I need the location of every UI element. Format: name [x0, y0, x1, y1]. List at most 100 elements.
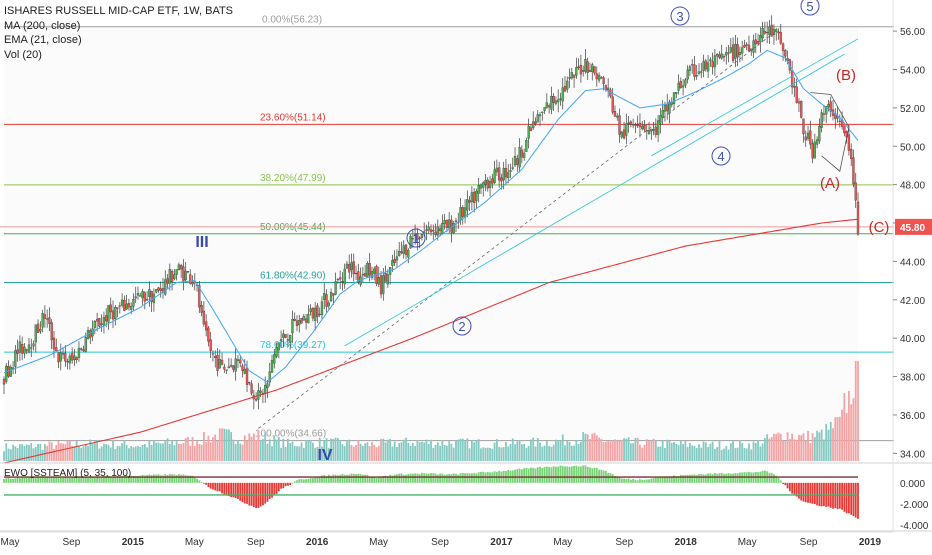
volume-bar	[798, 434, 800, 461]
legend-vol: Vol (20)	[4, 48, 42, 61]
candle-body	[352, 261, 355, 275]
candle-body	[354, 272, 358, 275]
volume-bar	[112, 440, 114, 461]
volume-bar	[89, 439, 92, 461]
candle-body	[225, 369, 228, 371]
wave-label: 5	[806, 0, 813, 14]
ewo-bar	[73, 477, 76, 483]
candle-body	[731, 44, 735, 61]
volume-bar	[738, 440, 741, 461]
candle-body	[118, 305, 121, 307]
time-tick-label: May	[185, 537, 204, 548]
volume-bar	[525, 447, 528, 461]
ewo-bar	[202, 482, 205, 484]
volume-bar	[843, 392, 846, 461]
volume-bar	[416, 440, 419, 461]
ewo-bar	[175, 475, 178, 483]
candle-body	[838, 120, 841, 122]
ewo-bar	[636, 480, 639, 483]
volume-bar	[380, 438, 382, 461]
ewo-bar	[262, 482, 264, 506]
volume-bar	[477, 439, 480, 461]
ewo-bar	[657, 477, 660, 483]
ewo-bar	[62, 477, 64, 483]
candle-body	[209, 339, 212, 351]
ewo-bar	[684, 474, 687, 483]
volume-bar	[377, 445, 380, 461]
volume-bar	[732, 441, 734, 461]
candle-body	[536, 114, 539, 123]
volume-bar	[218, 428, 221, 461]
volume-bar	[616, 440, 619, 461]
candle-body	[772, 28, 776, 36]
ewo-bar	[475, 473, 478, 483]
candle-body	[527, 125, 530, 139]
ewo-bar	[570, 466, 573, 483]
volume-bar	[670, 442, 673, 461]
candle-body	[16, 349, 19, 354]
ewo-bar	[857, 482, 859, 519]
ewo-bar	[557, 466, 560, 483]
volume-bar	[411, 442, 414, 461]
ewo-bar	[380, 477, 382, 483]
volume-bar	[248, 433, 251, 461]
ewo-bar	[720, 472, 723, 483]
volume-bar	[523, 444, 526, 461]
volume-bar	[809, 443, 812, 461]
volume-bar	[545, 441, 548, 461]
candle-body	[661, 110, 664, 118]
candle-body	[425, 229, 428, 231]
candle-body	[709, 59, 712, 62]
volume-bar	[130, 445, 133, 461]
volume-bar	[153, 440, 155, 461]
candle-body	[341, 281, 344, 283]
trendline-channel-low	[344, 53, 845, 347]
volume-bar	[71, 445, 74, 461]
volume-bar	[677, 444, 680, 461]
candle-body	[191, 282, 194, 285]
volume-bar	[695, 448, 698, 461]
candle-body	[100, 323, 103, 325]
candle-body	[343, 268, 346, 285]
ewo-bar	[468, 473, 471, 483]
volume-bar	[473, 442, 476, 461]
volume-bar	[287, 438, 289, 461]
candle-body	[620, 131, 623, 138]
ewo-bar	[116, 475, 119, 483]
candle-body	[822, 113, 826, 115]
volume-bar	[216, 441, 219, 461]
candle-body	[716, 54, 719, 57]
candle-body	[14, 350, 17, 367]
volume-bar	[486, 447, 489, 461]
volume-bar	[123, 440, 126, 461]
volume-bar	[366, 442, 369, 461]
candle-body	[109, 304, 112, 313]
candle-body	[745, 44, 748, 46]
ewo-bar	[439, 473, 441, 483]
volume-bar	[607, 440, 610, 461]
ewo-bar	[779, 480, 782, 483]
volume-bar	[200, 444, 203, 461]
candle-body	[600, 77, 603, 79]
volume-bar	[657, 446, 660, 461]
volume-bar	[480, 448, 482, 461]
candle-body	[754, 39, 757, 45]
candle-body	[525, 140, 528, 152]
candle-body	[307, 313, 310, 324]
candle-body	[157, 287, 160, 291]
volume-bar	[402, 439, 405, 461]
trendline-dashed	[258, 30, 777, 429]
candle-body	[223, 366, 226, 370]
volume-bar	[550, 446, 553, 461]
ewo-bar	[623, 478, 625, 483]
candle-body	[545, 102, 548, 108]
candle-body	[39, 328, 42, 332]
volume-bar	[813, 437, 816, 461]
ewo-bar	[645, 479, 648, 483]
ewo-bar	[775, 475, 778, 483]
ewo-bar	[200, 482, 203, 483]
candle-body	[139, 295, 142, 297]
volume-bar	[714, 448, 716, 461]
ewo-bar	[620, 478, 623, 483]
